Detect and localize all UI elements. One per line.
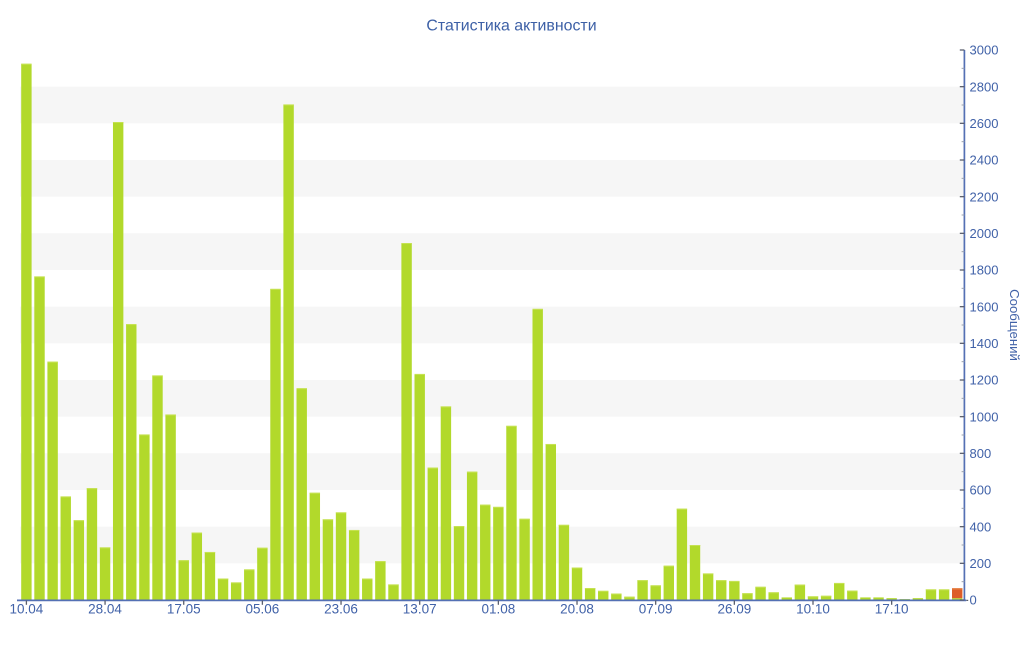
svg-text:17.10: 17.10 (875, 602, 909, 617)
svg-text:01.08: 01.08 (481, 602, 515, 617)
svg-text:23.06: 23.06 (324, 602, 358, 617)
svg-text:1200: 1200 (970, 373, 999, 388)
svg-text:17.05: 17.05 (167, 602, 201, 617)
svg-text:Статистика активности: Статистика активности (426, 18, 596, 35)
svg-text:200: 200 (970, 556, 992, 571)
svg-text:0: 0 (970, 593, 977, 608)
svg-text:10.04: 10.04 (10, 602, 44, 617)
svg-text:800: 800 (970, 446, 992, 461)
svg-text:600: 600 (970, 483, 992, 498)
svg-text:10.10: 10.10 (796, 602, 830, 617)
svg-text:20.08: 20.08 (560, 602, 594, 617)
svg-text:2000: 2000 (970, 226, 999, 241)
svg-text:28.04: 28.04 (88, 602, 122, 617)
svg-text:13.07: 13.07 (403, 602, 437, 617)
svg-text:07.09: 07.09 (639, 602, 673, 617)
svg-text:2200: 2200 (970, 189, 999, 204)
svg-text:400: 400 (970, 519, 992, 534)
svg-text:Сообщений: Сообщений (1007, 289, 1022, 361)
svg-text:2800: 2800 (970, 79, 999, 94)
svg-text:2400: 2400 (970, 153, 999, 168)
svg-text:1400: 1400 (970, 336, 999, 351)
svg-text:05.06: 05.06 (245, 602, 279, 617)
svg-text:1800: 1800 (970, 263, 999, 278)
svg-text:3000: 3000 (970, 43, 999, 58)
svg-text:1000: 1000 (970, 409, 999, 424)
svg-text:1600: 1600 (970, 299, 999, 314)
svg-text:26.09: 26.09 (717, 602, 751, 617)
svg-text:2600: 2600 (970, 116, 999, 131)
